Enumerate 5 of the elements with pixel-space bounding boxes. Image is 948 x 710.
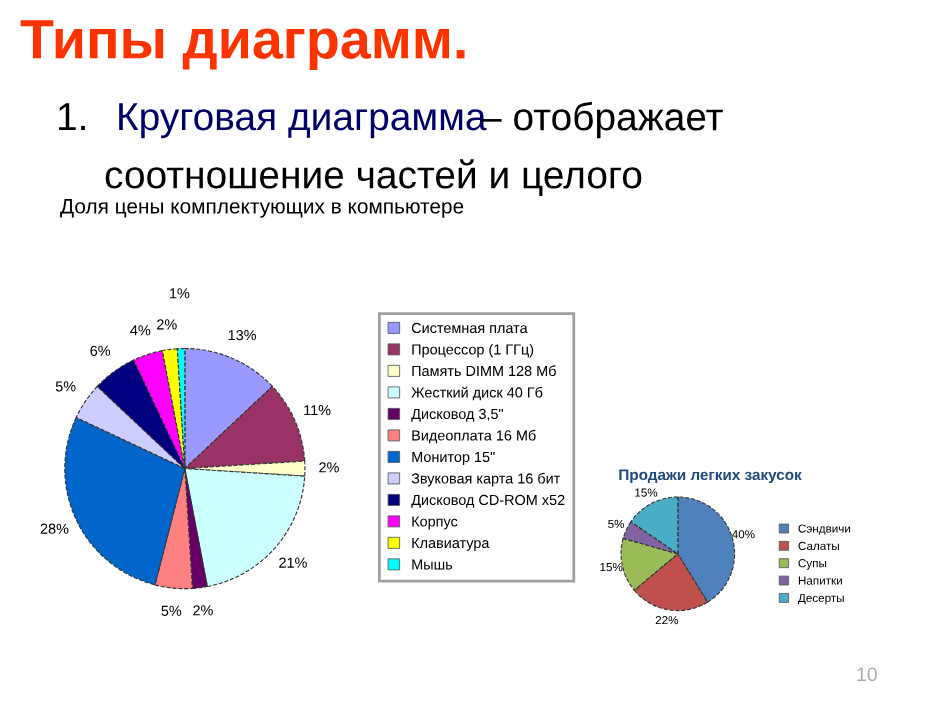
text: соотношение частей и целого	[105, 159, 642, 196]
text: 10	[857, 667, 877, 682]
chart-title: Доля цены комплектующих в компьютере	[60, 199, 464, 218]
text: 1.	[58, 103, 85, 131]
text: Типы диаграмм.	[20, 20, 465, 70]
